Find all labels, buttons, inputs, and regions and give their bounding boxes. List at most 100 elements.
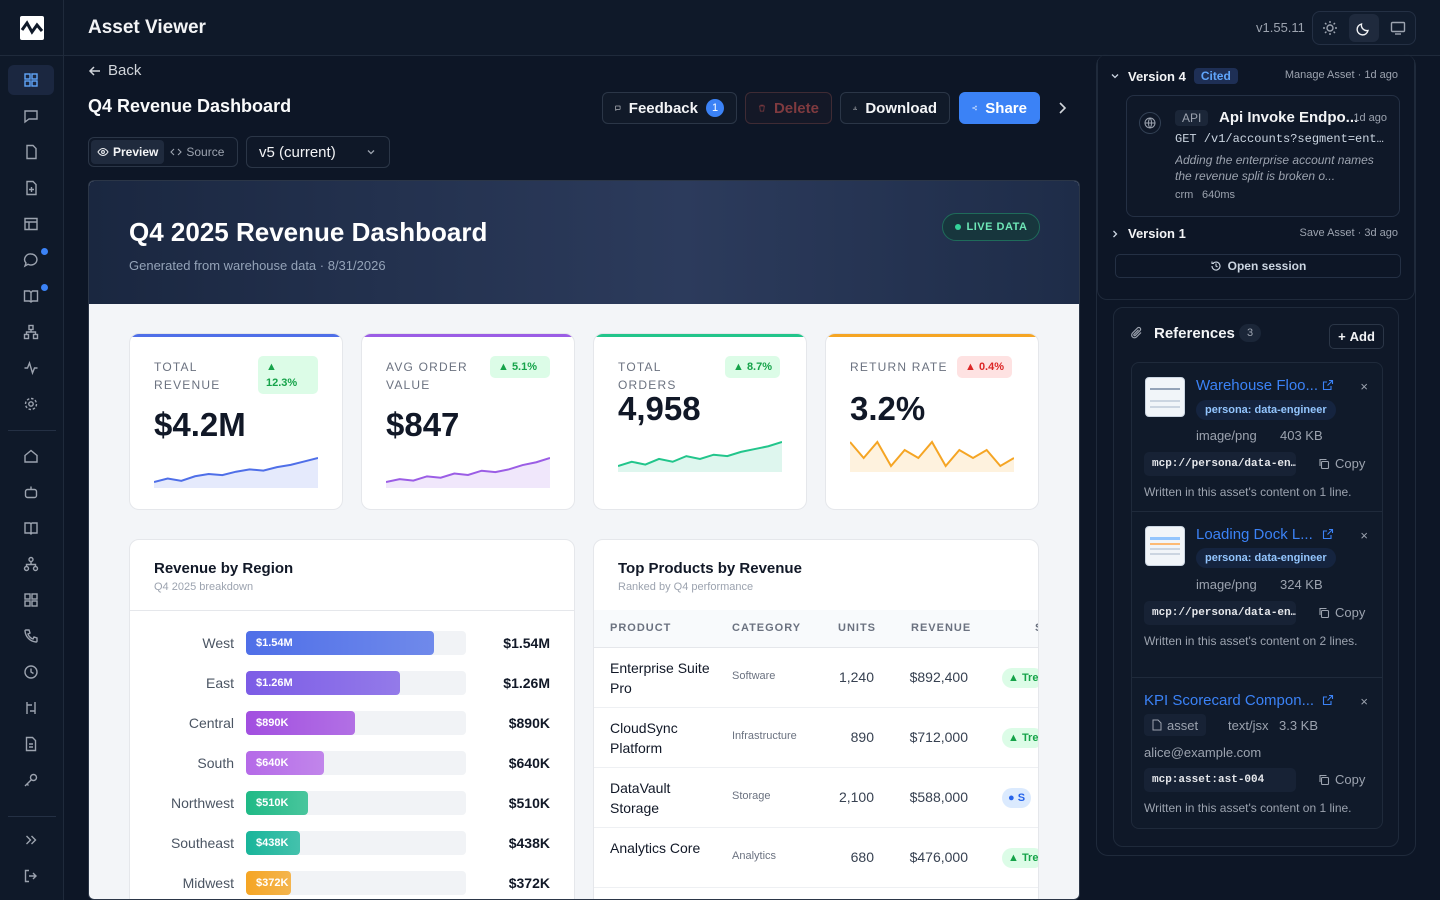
region-name: West xyxy=(202,635,234,651)
sidebar-item-documents[interactable] xyxy=(8,137,54,167)
remove-reference-button[interactable]: × xyxy=(1360,528,1368,543)
sidebar-item-agents[interactable] xyxy=(8,477,54,507)
reference-title[interactable]: KPI Scorecard Compon... xyxy=(1144,692,1315,709)
product-category: Storage xyxy=(732,790,771,802)
system-theme-button[interactable] xyxy=(1383,14,1413,42)
region-bar[interactable]: $640K xyxy=(246,751,325,775)
feedback-count-badge: 1 xyxy=(706,99,724,117)
back-link[interactable]: Back xyxy=(88,62,141,79)
sidebar-item-dashboard[interactable] xyxy=(8,65,54,95)
tab-preview[interactable]: Preview xyxy=(91,140,165,164)
kpi-change-badge: ▲ 12.3% xyxy=(258,356,318,394)
cited-badge: Cited xyxy=(1193,68,1238,84)
home-icon xyxy=(24,449,38,463)
reference-item[interactable]: Warehouse Floo... × persona: data-engine… xyxy=(1131,362,1383,512)
sidebar-item-home[interactable] xyxy=(8,441,54,471)
expand-sidebar-button[interactable] xyxy=(8,825,54,855)
kpi-accent-bar xyxy=(826,334,1038,337)
table-row[interactable]: DataVault Storage Storage 2,100 $588,000 ● S xyxy=(594,768,1038,828)
table-row[interactable]: Analytics Core Analytics 680 $476,000 ▲ Tre xyxy=(594,828,1038,888)
sidebar-item-assets[interactable] xyxy=(8,173,54,203)
version-1-row[interactable]: Version 1 xyxy=(1113,226,1186,241)
version-select[interactable]: v5 (current) xyxy=(246,136,390,168)
copy-uri-button[interactable]: Copy xyxy=(1318,456,1365,471)
products-card-subtitle: Ranked by Q4 performance xyxy=(618,581,754,593)
reference-item[interactable]: KPI Scorecard Compon... × asset text/jsx… xyxy=(1131,677,1383,829)
page-title: Q4 Revenue Dashboard xyxy=(88,96,292,116)
api-call-card[interactable]: API Api Invoke Endpo... 1d ago GET /v1/a… xyxy=(1126,95,1400,217)
reference-mime: image/png xyxy=(1196,428,1257,443)
reference-title[interactable]: Warehouse Floo... xyxy=(1196,377,1318,394)
table-row[interactable]: Enterprise Suite Pro Software 1,240 $892,40… xyxy=(594,648,1038,708)
notification-dot xyxy=(41,284,48,291)
reference-thumbnail xyxy=(1145,526,1185,566)
remove-reference-button[interactable]: × xyxy=(1360,694,1368,709)
sidebar-item-graph[interactable] xyxy=(8,549,54,579)
column-header[interactable]: REVENUE xyxy=(911,622,972,634)
sidebar-item-apps[interactable] xyxy=(8,585,54,615)
open-session-button[interactable]: Open session xyxy=(1115,254,1401,278)
column-header[interactable]: PRODUCT xyxy=(610,622,672,634)
external-link-icon[interactable] xyxy=(1322,379,1334,391)
kpi-card: AVG ORDER VALUE ▲ 5.1% $847 xyxy=(361,333,575,510)
kpi-sparkline xyxy=(154,457,318,488)
region-bar[interactable]: $510K xyxy=(246,791,309,815)
message-square-icon xyxy=(615,105,621,111)
feedback-button[interactable]: Feedback 1 xyxy=(602,92,737,124)
collapse-panel-button[interactable] xyxy=(1054,100,1070,121)
sidebar-item-library[interactable] xyxy=(8,281,54,311)
tab-source[interactable]: Source xyxy=(164,140,230,164)
sidebar-item-settings[interactable] xyxy=(8,389,54,419)
reference-size: 324 KB xyxy=(1280,577,1323,592)
add-reference-button[interactable]: + Add xyxy=(1329,324,1384,349)
chevron-down-icon xyxy=(1111,74,1119,79)
delete-button[interactable]: Delete xyxy=(745,92,832,124)
table-row[interactable]: CloudSync Platform Infrastructure 890 $712,… xyxy=(594,708,1038,768)
copy-uri-button[interactable]: Copy xyxy=(1318,772,1365,787)
sidebar-item-compare[interactable] xyxy=(8,693,54,723)
column-header[interactable]: CATEGORY xyxy=(732,622,802,634)
version-4-row[interactable]: Version 4 Cited xyxy=(1111,68,1238,84)
references-title: References xyxy=(1154,325,1235,342)
share-button[interactable]: Share xyxy=(959,92,1040,124)
sidebar-item-activity[interactable] xyxy=(8,353,54,383)
copy-icon xyxy=(1319,774,1330,785)
share-label: Share xyxy=(985,99,1027,117)
message-icon xyxy=(24,110,38,124)
external-link-icon[interactable] xyxy=(1322,694,1334,706)
region-row: West $1.54M $1.54M xyxy=(130,631,574,655)
sidebar-item-tables[interactable] xyxy=(8,209,54,239)
sidebar-item-docs[interactable] xyxy=(8,513,54,543)
dark-theme-button[interactable] xyxy=(1349,14,1379,42)
region-bar[interactable]: $890K xyxy=(246,711,355,735)
external-link-icon[interactable] xyxy=(1322,528,1334,540)
column-header[interactable]: S xyxy=(1035,622,1038,634)
api-duration: 640ms xyxy=(1202,189,1236,201)
delete-label: Delete xyxy=(773,99,819,117)
download-button[interactable]: Download xyxy=(840,92,950,124)
region-bar[interactable]: $372K xyxy=(246,871,292,895)
app-logo[interactable] xyxy=(0,0,64,56)
sidebar-item-reports[interactable] xyxy=(8,729,54,759)
activity-icon xyxy=(24,360,38,376)
reference-title[interactable]: Loading Dock L... xyxy=(1196,526,1313,543)
sidebar-item-chat[interactable] xyxy=(8,245,54,275)
copy-uri-button[interactable]: Copy xyxy=(1318,605,1365,620)
remove-reference-button[interactable]: × xyxy=(1360,379,1368,394)
region-bar[interactable]: $1.26M xyxy=(246,671,400,695)
reference-owner: alice@example.com xyxy=(1144,745,1262,760)
logout-button[interactable] xyxy=(8,861,54,891)
region-bar[interactable]: $438K xyxy=(246,831,300,855)
sidebar-item-network[interactable] xyxy=(8,317,54,347)
light-theme-button[interactable] xyxy=(1315,14,1345,42)
sparkline-line xyxy=(850,440,1014,468)
column-header[interactable]: UNITS xyxy=(838,622,876,634)
region-bar[interactable]: $1.54M xyxy=(246,631,435,655)
sidebar-item-history[interactable] xyxy=(8,657,54,687)
sidebar-item-keys[interactable] xyxy=(8,765,54,795)
reference-item[interactable]: Loading Dock L... × persona: data-engine… xyxy=(1131,511,1383,678)
sidebar-item-messages[interactable] xyxy=(8,101,54,131)
app-title: Asset Viewer xyxy=(88,17,206,38)
sidebar-item-calls[interactable] xyxy=(8,621,54,651)
kpi-change-badge: ▲ 5.1% xyxy=(490,356,550,378)
